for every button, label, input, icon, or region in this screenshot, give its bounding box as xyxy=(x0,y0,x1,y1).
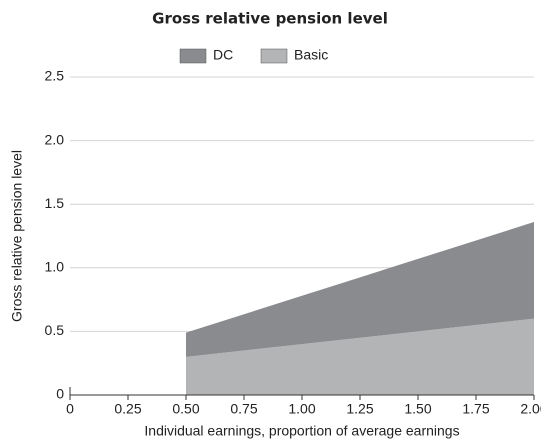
y-tick-label: 0 xyxy=(56,386,64,402)
x-tick-label: 1.00 xyxy=(288,401,315,417)
y-tick-label: 1.5 xyxy=(45,195,65,211)
y-tick-label: 0.5 xyxy=(45,322,65,338)
x-tick-label: 1.50 xyxy=(404,401,431,417)
legend-label: Basic xyxy=(294,47,328,63)
x-tick-label: 0.25 xyxy=(114,401,141,417)
y-tick-label: 2.5 xyxy=(45,68,65,84)
chart-title: Gross relative pension level xyxy=(152,10,388,28)
y-tick-label: 1.0 xyxy=(45,259,65,275)
y-tick-label: 2.0 xyxy=(45,131,65,147)
area xyxy=(186,318,534,395)
x-tick-label: 0.75 xyxy=(230,401,257,417)
legend-swatch xyxy=(260,48,288,64)
x-tick-label: 2.00 xyxy=(520,401,541,417)
area xyxy=(186,222,534,357)
legend-label: DC xyxy=(213,47,233,63)
x-tick-label: 1.25 xyxy=(346,401,373,417)
legend-swatch xyxy=(179,48,207,64)
x-axis-label: Individual earnings, proportion of avera… xyxy=(144,423,459,439)
x-tick-label: 0.50 xyxy=(172,401,199,417)
x-tick-label: 0 xyxy=(66,401,74,417)
y-axis-label: Gross relative pension level xyxy=(9,150,25,322)
x-tick-label: 1.75 xyxy=(462,401,489,417)
